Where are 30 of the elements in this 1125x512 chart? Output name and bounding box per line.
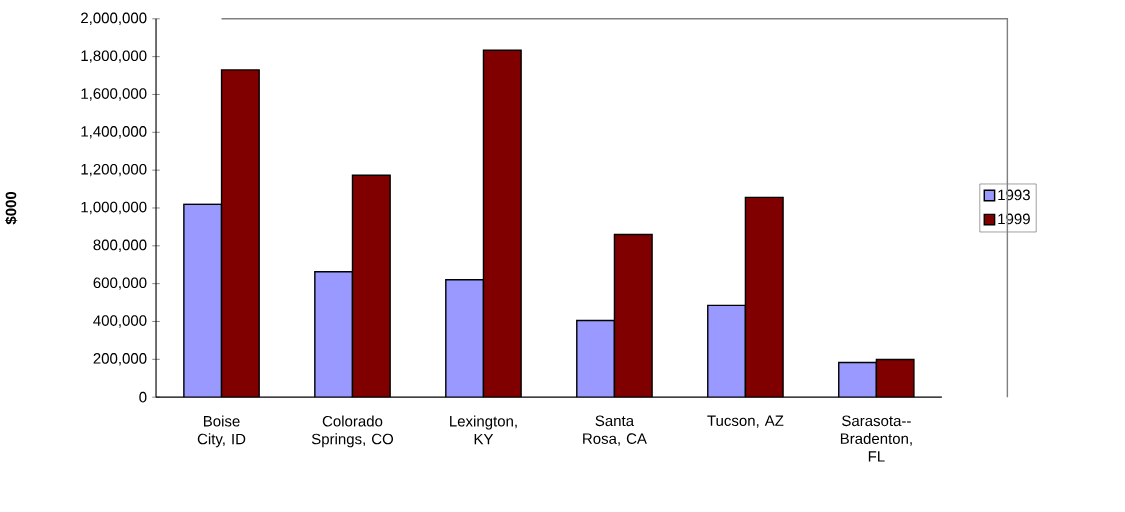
x-tick-label: Lexington, KY [450,415,517,445]
y-tick-label: 1,400,000 [81,126,147,139]
bar [875,358,915,398]
y-tick-label: 200,000 [93,353,147,366]
bar [351,174,391,398]
bar [183,203,223,398]
x-tick-label: Tucson, AZ [707,415,784,428]
bar [707,304,747,398]
x-tick-label: Colorado Springs, CO [311,415,394,448]
y-tick-label: 800,000 [93,239,147,253]
y-tick-label: 600,000 [93,277,147,290]
x-tick-label: Santa Rosa, CA [583,415,647,446]
bar [613,233,653,398]
x-tick-label: Boise City, ID [197,415,246,448]
y-tick-label: 0 [139,391,147,403]
y-tick-label: 1,000,000 [81,201,147,215]
x-tick-label: Sarasota--Bradenton, FL [840,415,912,462]
bar [482,49,522,398]
y-tick-label: 2,000,000 [81,12,147,26]
y-tick-label: 1,600,000 [81,88,147,101]
bar [576,319,616,398]
y-tick-label: 400,000 [93,315,147,328]
bar [220,69,260,398]
y-axis-title: $000 [5,191,18,225]
bar [744,196,784,398]
bar [314,271,354,398]
y-tick-label: 1,200,000 [81,163,147,177]
y-tick-label: 1,800,000 [81,50,147,63]
bar [445,278,485,398]
bar [838,361,878,398]
